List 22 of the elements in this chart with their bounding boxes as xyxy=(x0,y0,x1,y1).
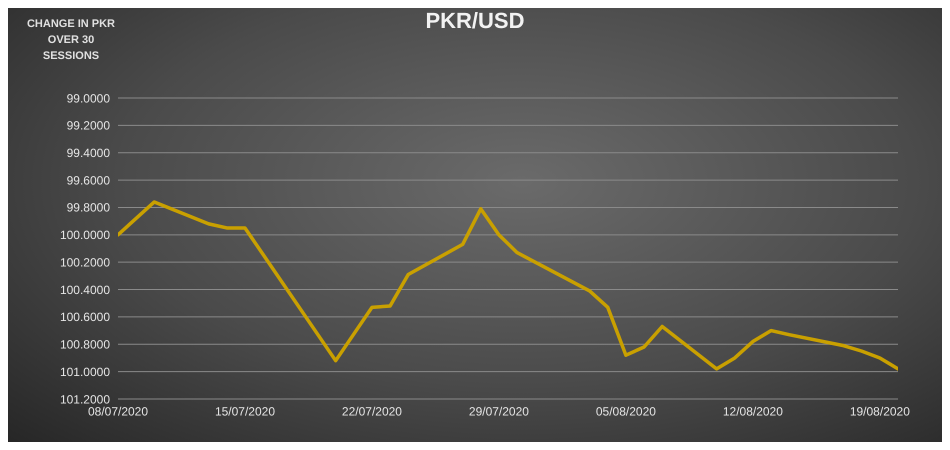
x-tick-label: 08/07/2020 xyxy=(88,404,148,419)
x-tick-label: 12/08/2020 xyxy=(722,404,784,419)
y-tick-label: 99.2000 xyxy=(66,118,110,133)
y-axis-title: CHANGE IN PKR OVER 30 SESSIONS xyxy=(26,17,116,64)
x-tick-label: 19/08/2020 xyxy=(850,404,910,419)
y-tick-label: 100.6000 xyxy=(60,310,110,324)
x-tick-label: 05/08/2020 xyxy=(596,404,656,419)
x-tick-label: 29/07/2020 xyxy=(468,404,530,419)
y-tick-label: 100.8000 xyxy=(60,338,110,352)
y-tick-label: 99.8000 xyxy=(66,200,110,215)
x-tick-label: 15/07/2020 xyxy=(214,404,276,419)
line-series xyxy=(118,200,898,371)
y-tick-label: 99.6000 xyxy=(66,173,110,188)
y-tick-label: 99.0000 xyxy=(66,91,110,106)
y-tick-label: 99.4000 xyxy=(66,146,110,160)
chart-title: PKR/USD xyxy=(425,8,524,33)
y-tick-label: 100.0000 xyxy=(60,228,110,242)
x-tick-label: 22/07/2020 xyxy=(342,404,402,419)
y-tick-label: 100.2000 xyxy=(60,255,110,270)
y-tick-label: 101.0000 xyxy=(60,364,110,379)
y-tick-label: 100.4000 xyxy=(60,282,110,297)
y-tick-label: 101.2000 xyxy=(60,392,110,406)
